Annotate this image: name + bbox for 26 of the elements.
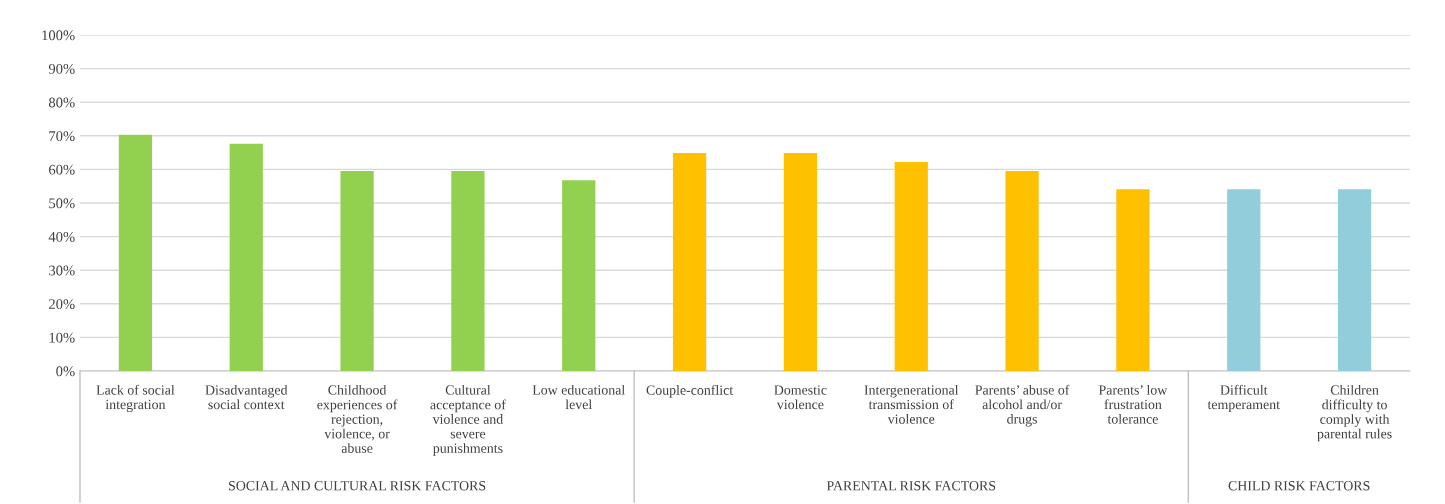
- x-tick-label: Disadvantaged social context: [205, 384, 288, 410]
- x-tick-label: Domestic violence: [774, 385, 827, 410]
- x-tick-label: Parents’ low frustration tolerance: [1098, 384, 1168, 424]
- x-tick-label: Intergenerational transmission of violence: [864, 384, 959, 424]
- x-tick-label: Lack of social integration: [96, 384, 175, 413]
- y-tick-label: 70%: [49, 131, 75, 142]
- y-tick-label: 60%: [49, 164, 75, 175]
- y-tick-label: 50%: [49, 198, 75, 209]
- text: CHILD RISK FACTORS: [1228, 481, 1370, 491]
- y-tick-label: 30%: [49, 265, 75, 276]
- y-tick-label: 0%: [56, 366, 75, 377]
- text: SOCIAL AND CULTURAL RISK FACTORS: [229, 481, 486, 491]
- x-tick-label: Difficult temperament: [1207, 384, 1280, 413]
- x-tick-label: Children difficulty to comply with parental rules: [1317, 384, 1392, 442]
- x-tick-label: Couple-conflict: [646, 384, 734, 398]
- y-tick-label: 80%: [48, 97, 75, 108]
- y-tick-label: 90%: [48, 63, 75, 74]
- y-tick-label: 100%: [42, 30, 75, 41]
- x-tick-label: Cultural acceptance of violence and severe punishments: [430, 384, 506, 456]
- y-tick-label: 10%: [49, 332, 75, 343]
- y-tick-label: 20%: [49, 299, 75, 310]
- text: PARENTAL RISK FACTORS: [826, 481, 996, 491]
- y-tick-label: 40%: [48, 231, 75, 242]
- x-tick-label: Parents’ abuse of alcohol and/or drugs: [975, 384, 1070, 427]
- x-tick-label: Low educational level: [532, 384, 625, 410]
- x-tick-label: Childhood experiences of rejection, violence, or abuse: [317, 384, 398, 453]
